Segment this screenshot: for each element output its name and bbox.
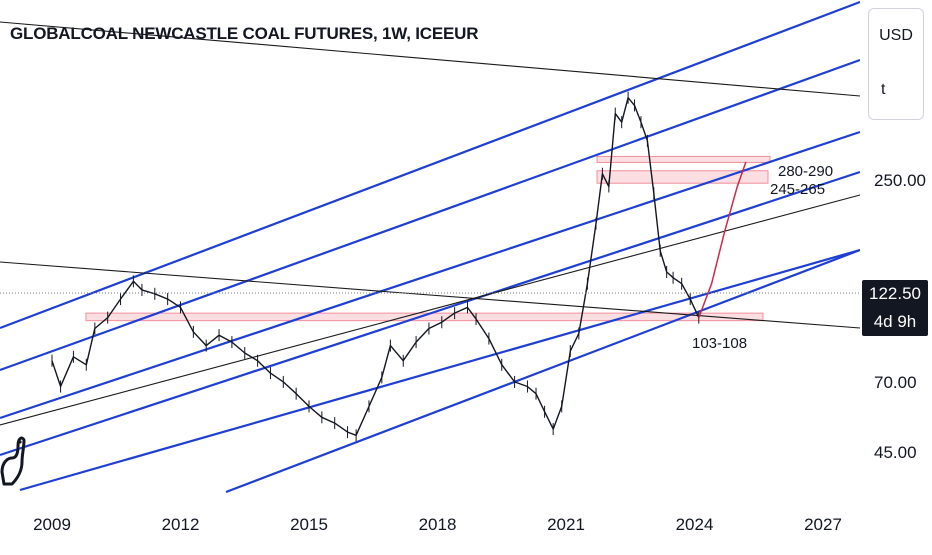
zone-245-265 xyxy=(596,170,769,184)
channel-line-2 xyxy=(0,58,861,372)
tradingview-logo-icon[interactable] xyxy=(0,432,30,492)
y-tick-label-45.00: 45.00 xyxy=(874,443,917,462)
chart-title: GLOBALCOAL NEWCASTLE COAL FUTURES, 1W, I… xyxy=(10,24,479,43)
trend-lines xyxy=(0,21,861,426)
y-axis-labels: 250.00 70.00 45.00 xyxy=(874,171,926,462)
channel-line-4 xyxy=(0,170,861,457)
y-tick-label-70.00: 70.00 xyxy=(874,373,917,392)
last-price-tag: 122.50 4d 9h xyxy=(862,280,928,336)
projection-path xyxy=(698,161,747,318)
currency-unit-selector[interactable]: USD t xyxy=(868,8,924,120)
x-tick-label-2027: 2027 xyxy=(804,515,842,534)
currency-label[interactable]: USD xyxy=(879,27,913,44)
y-tick-label-250.00: 250.00 xyxy=(874,171,926,190)
trend-line-2 xyxy=(0,261,861,329)
annotation-280-290: 280-290 xyxy=(778,163,833,180)
last-price-value: 122.50 xyxy=(869,284,921,303)
x-tick-label-2021: 2021 xyxy=(547,515,585,534)
trend-line-3 xyxy=(0,194,861,426)
channel-line-5 xyxy=(19,248,861,492)
zone-280-290 xyxy=(596,155,771,163)
x-axis-ticks: 2009 2012 2015 2018 2021 2024 2027 xyxy=(33,515,842,534)
annotation-245-265: 245-265 xyxy=(770,181,825,198)
annotation-103-108: 103-108 xyxy=(692,335,747,352)
channel-line-1 xyxy=(0,0,861,330)
channel-line-3 xyxy=(0,130,861,420)
resistance-support-zones xyxy=(85,155,771,322)
projection-curve xyxy=(698,161,747,318)
x-tick-label-2015: 2015 xyxy=(290,515,328,534)
unit-label[interactable]: t xyxy=(881,81,886,98)
x-tick-label-2024: 2024 xyxy=(676,515,714,534)
x-tick-label-2018: 2018 xyxy=(419,515,457,534)
channel-line-6 xyxy=(225,248,861,494)
channel-lines xyxy=(0,0,861,494)
trend-line-1 xyxy=(0,21,861,97)
price-line xyxy=(51,91,700,442)
x-tick-label-2009: 2009 xyxy=(33,515,71,534)
zone-103-108 xyxy=(85,312,764,322)
x-tick-label-2012: 2012 xyxy=(162,515,200,534)
bar-countdown: 4d 9h xyxy=(873,312,917,331)
